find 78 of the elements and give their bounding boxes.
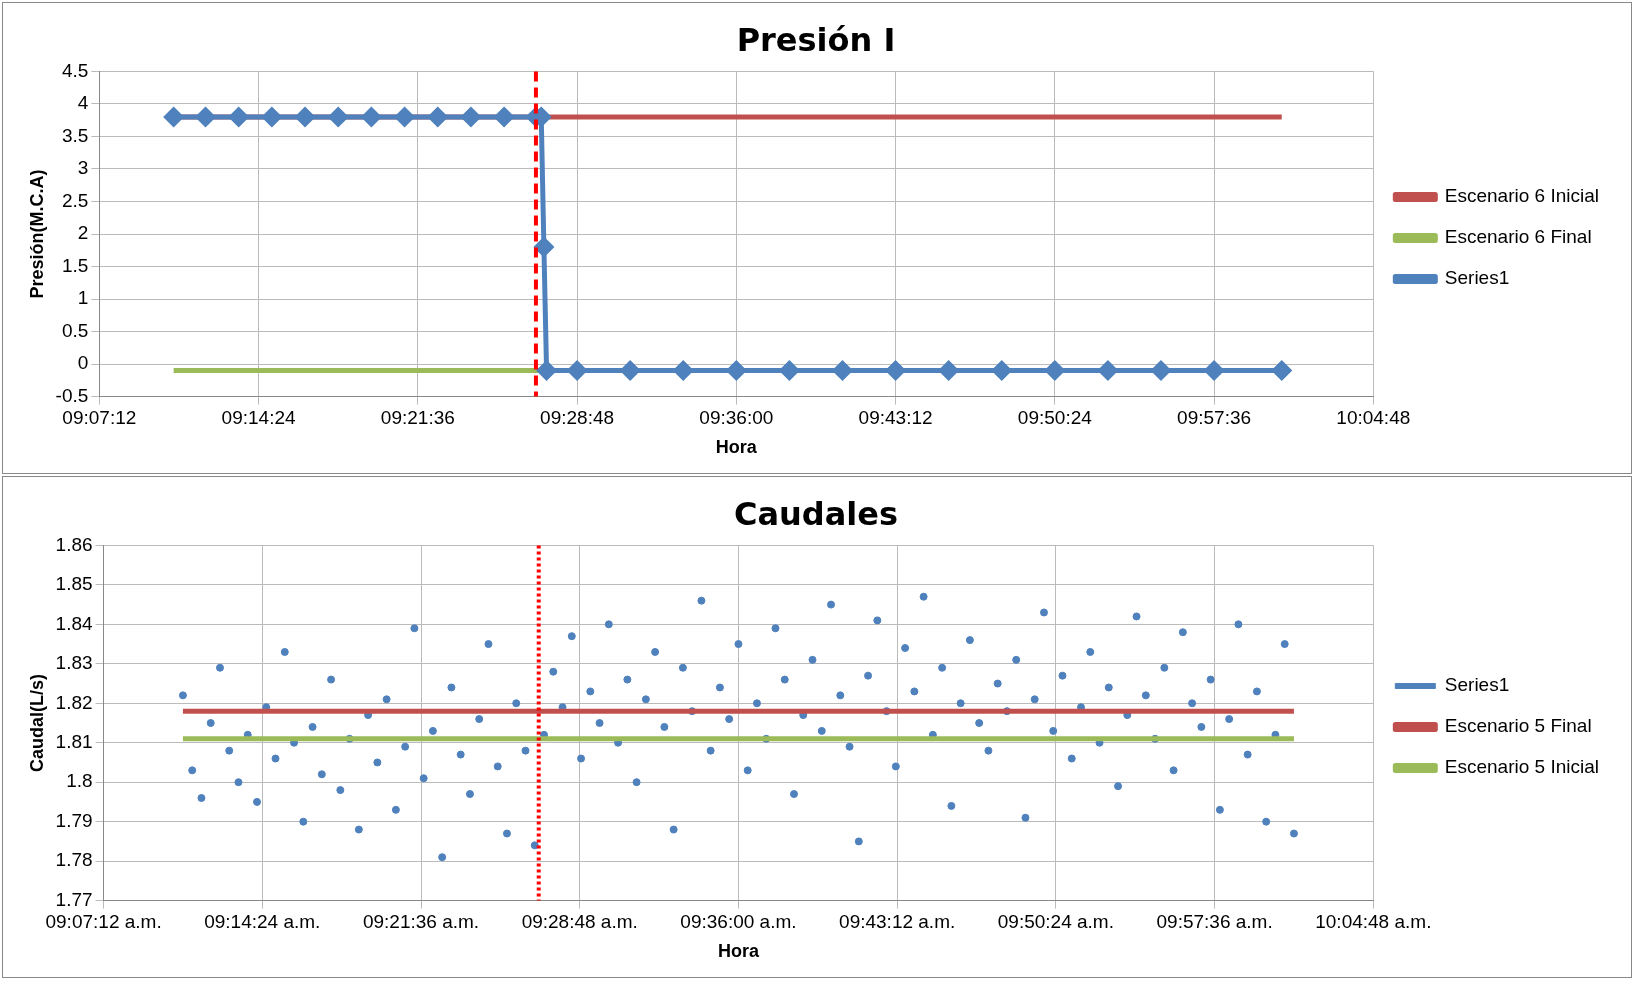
point (567, 361, 587, 381)
x-tick-label: 09:57:36 (1177, 407, 1252, 429)
point (1045, 361, 1065, 381)
y-tick-label: 0 (77, 352, 89, 374)
y-tick-label: 1 (77, 287, 89, 309)
point (1151, 361, 1171, 381)
y-tick-label: -0.5 (55, 384, 89, 406)
x-tick-label: 09:21:36 a.m. (362, 911, 480, 933)
x-tick-label: 09:43:12 (858, 407, 933, 429)
point (726, 361, 746, 381)
y-tick-label: 1.84 (55, 612, 94, 634)
x-tick-label: 09:50:24 (1017, 407, 1093, 429)
x-axis-title: Hora (717, 941, 760, 962)
x-tick-label: 10:04:48 a.m. (1315, 911, 1432, 933)
x-tick-label: 09:28:48 a.m. (521, 911, 638, 933)
x-tick-label: 09:57:36 a.m. (1156, 911, 1273, 933)
point (196, 107, 215, 127)
y-tick-label: 2 (77, 222, 89, 244)
y-tick-label: 1.86 (55, 533, 93, 555)
legend-label: Escenario 5 Inicial (1444, 756, 1600, 778)
y-tick-label: 1.82 (55, 691, 93, 713)
point (832, 361, 852, 381)
y-tick-label: 1.77 (55, 888, 93, 910)
point (229, 107, 249, 127)
point (939, 361, 959, 381)
point (1098, 361, 1118, 381)
y-tick-label: 1.8 (66, 770, 93, 792)
point (295, 107, 315, 127)
x-tick-label: 09:43:12 a.m. (839, 911, 956, 933)
x-tick-label: 09:07:12 (62, 407, 137, 429)
x-axis-title: Hora (715, 437, 758, 458)
legend-label: Escenario 5 Final (1444, 715, 1592, 737)
y-tick-label: 1.5 (61, 254, 89, 276)
x-tick-label: 09:36:00 a.m. (680, 911, 797, 933)
x-tick-label: 09:28:48 (540, 407, 615, 429)
legend-label: Escenario 6 Inicial (1444, 185, 1600, 207)
y-tick-label: 1.85 (55, 573, 93, 595)
point (673, 361, 693, 381)
y-tick-label: 3.5 (61, 124, 89, 146)
point (461, 107, 481, 127)
y-axis-title: Presión(M.C.A) (26, 169, 47, 299)
point (361, 107, 381, 127)
point (537, 361, 557, 381)
y-tick-label: 3 (77, 157, 89, 179)
y-tick-label: 4 (77, 92, 89, 114)
legend-label: Series1 (1444, 674, 1510, 696)
point (164, 107, 184, 127)
point (620, 361, 640, 381)
point (494, 107, 514, 127)
point (992, 361, 1012, 381)
y-tick-label: 2.5 (61, 189, 89, 211)
point (262, 107, 282, 127)
y-tick-label: 1.83 (55, 652, 93, 674)
legend-label: Series1 (1444, 267, 1510, 289)
point (428, 107, 448, 127)
x-tick-label: 09:21:36 (380, 407, 455, 429)
legend-label: Escenario 6 Final (1444, 226, 1592, 248)
x-tick-label: 09:14:24 (221, 407, 296, 429)
point (886, 361, 906, 381)
y-tick-label: 1.81 (55, 730, 93, 752)
point (328, 107, 348, 127)
x-tick-label: 09:14:24 a.m. (204, 911, 321, 933)
x-tick-label: 10:04:48 (1336, 407, 1411, 429)
x-tick-label: 09:36:00 (699, 407, 774, 429)
x-tick-label: 09:50:24 a.m. (997, 911, 1114, 933)
chart-title: Caudales (733, 494, 899, 533)
y-tick-label: 1.79 (55, 809, 93, 831)
y-axis-title: Caudal(L/s) (26, 673, 47, 773)
y-tick-label: 0.5 (61, 319, 89, 341)
x-tick-label: 09:07:12 a.m. (45, 911, 162, 933)
point (534, 237, 554, 257)
y-tick-label: 4.5 (61, 59, 89, 81)
y-tick-label: 1.78 (55, 849, 93, 871)
point (1204, 361, 1224, 381)
point (1272, 361, 1292, 381)
point (395, 107, 415, 127)
chart-title: Presión I (736, 20, 896, 59)
point (779, 361, 799, 381)
